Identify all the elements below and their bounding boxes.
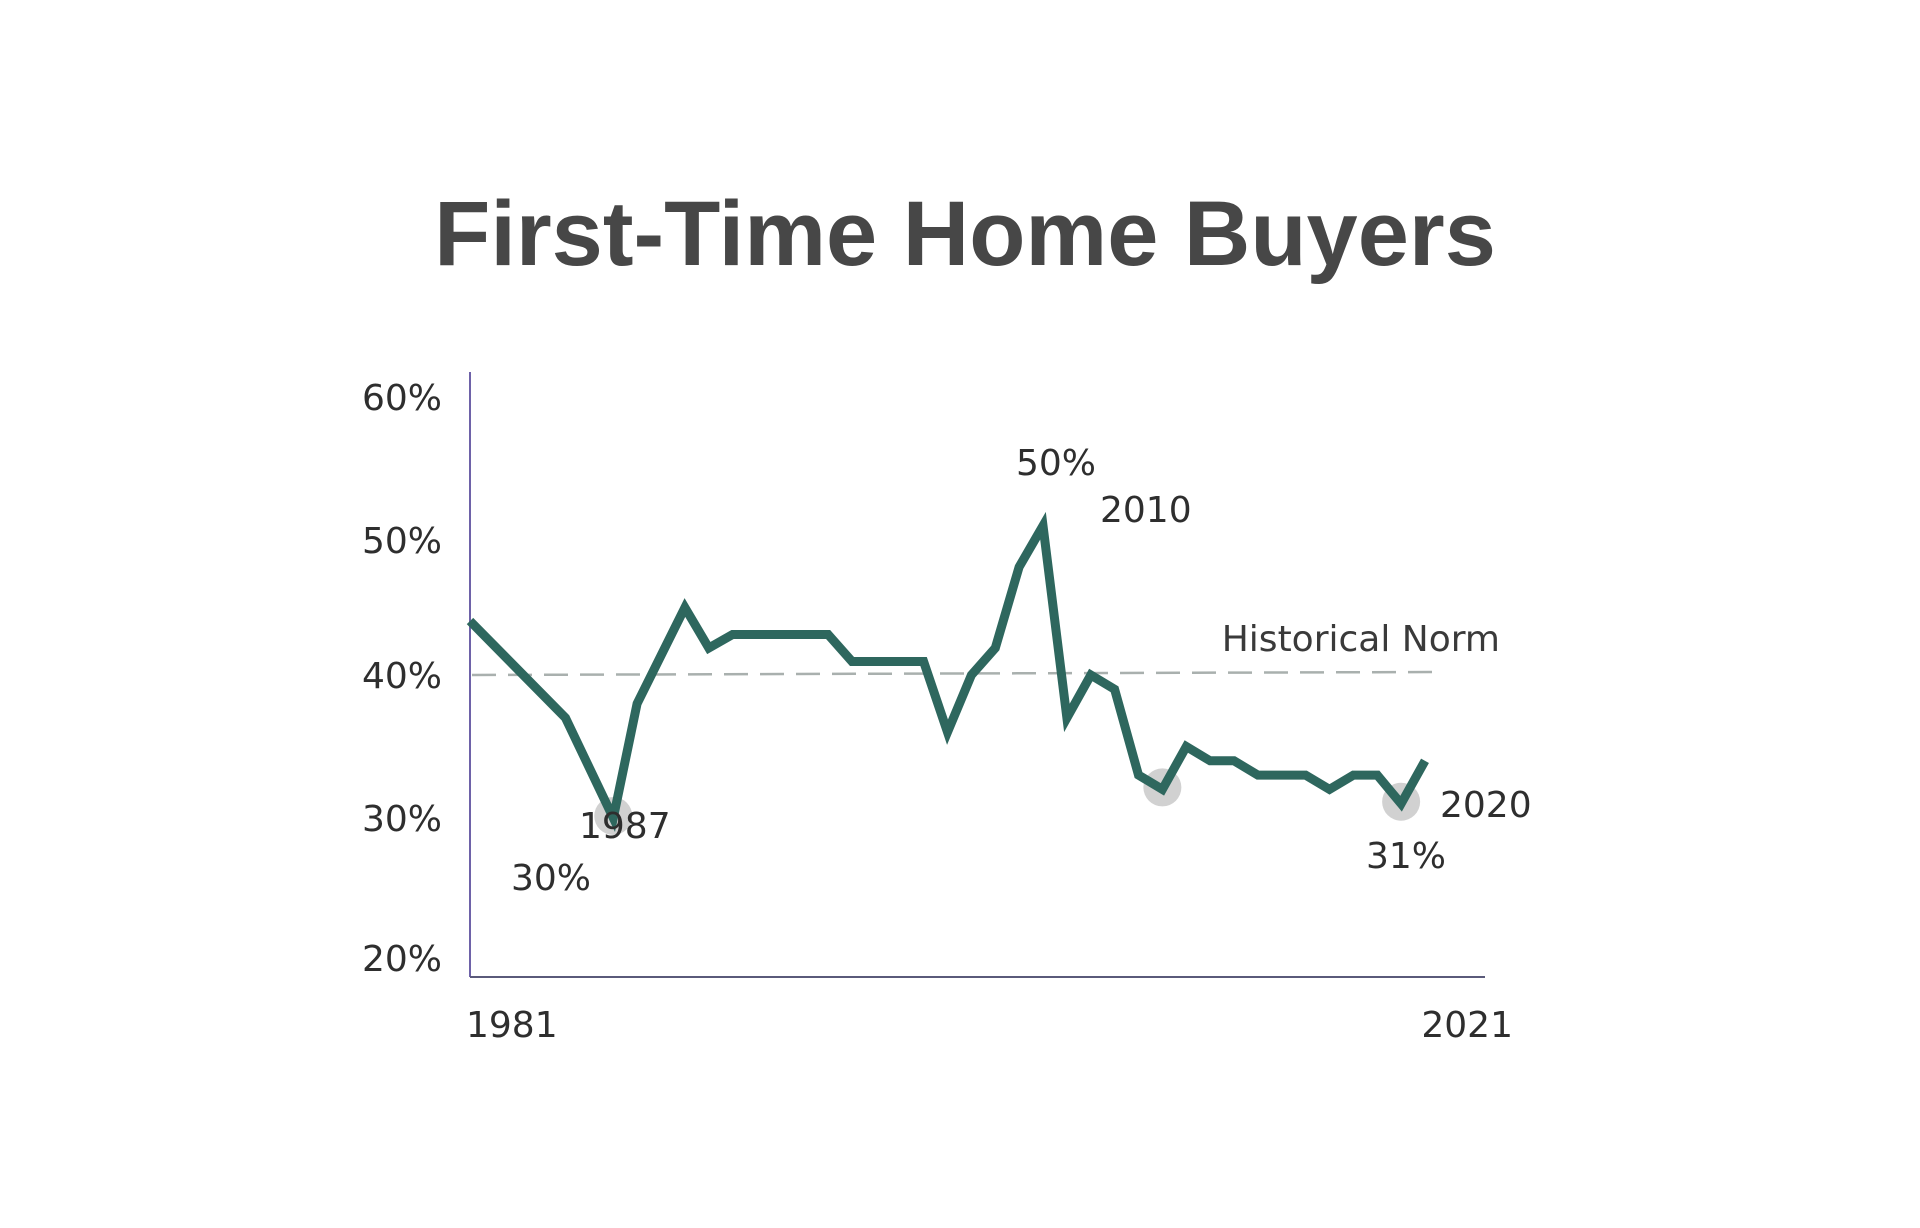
x-tick-label: 2021: [1421, 1005, 1513, 1046]
annotation-value-label: 30%: [511, 858, 591, 899]
historical-norm: Historical Norm: [471, 619, 1500, 677]
chart-title: First-Time Home Buyers: [434, 183, 1496, 285]
annotation-year-label: 1987: [579, 806, 671, 847]
annotations: 30% 1987 50%2010 31% 2020: [511, 443, 1532, 899]
historical-norm-label: Historical Norm: [1222, 619, 1500, 660]
y-tick-label: 30%: [362, 799, 442, 840]
historical-norm-line: [471, 670, 1436, 677]
series-layer: [466, 511, 1429, 832]
annotation-year-label: 2020: [1440, 785, 1532, 826]
y-tick-label: 20%: [362, 939, 442, 980]
y-tick-label: 60%: [362, 378, 442, 419]
annotation-year-label: 2010: [1100, 490, 1192, 531]
y-tick-label: 40%: [362, 656, 442, 697]
series-line: [466, 511, 1429, 832]
axes: [469, 372, 1485, 978]
annotation-value-label: 50%: [1016, 443, 1096, 484]
y-tick-label: 50%: [362, 521, 442, 562]
x-tick-label: 1981: [466, 1005, 558, 1046]
y-tick-labels: 20% 30% 40% 50% 60%: [362, 378, 442, 980]
annotation-value-label: 31%: [1366, 836, 1446, 877]
x-tick-labels: 1981 2021: [466, 1005, 1513, 1046]
